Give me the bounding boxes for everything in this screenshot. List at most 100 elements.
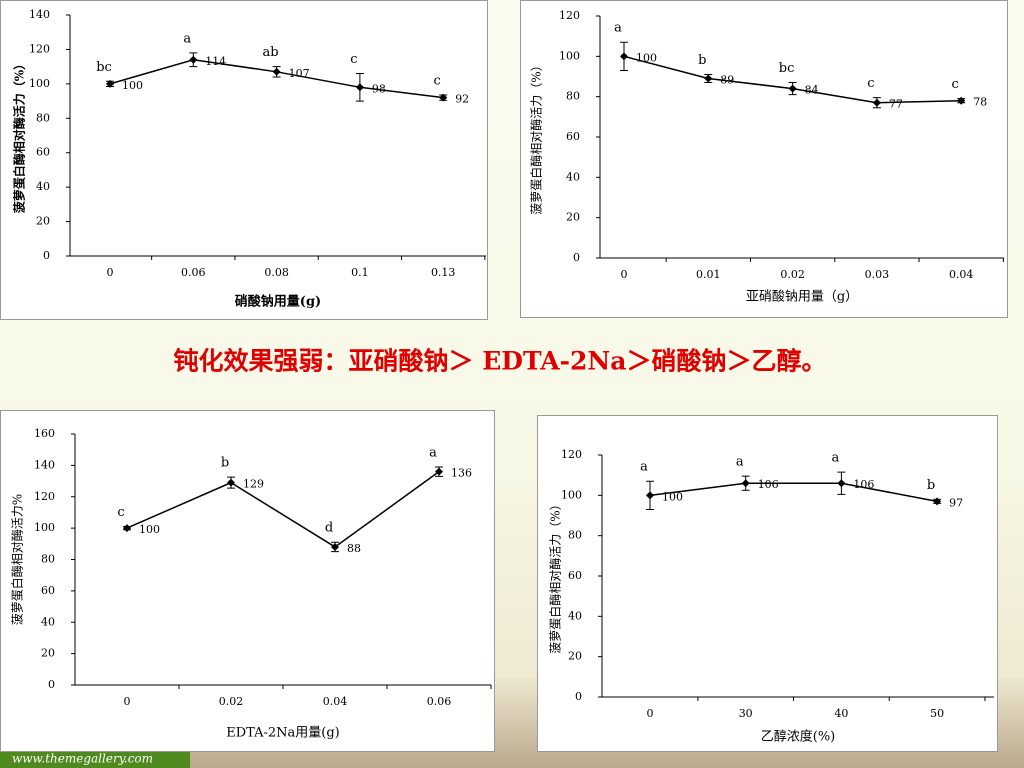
y-tick-label: 160 xyxy=(34,427,55,440)
significance-letter: bc xyxy=(779,61,795,76)
x-axis-label: 乙醇浓度(%) xyxy=(761,729,836,745)
significance-letter: ab xyxy=(263,45,279,60)
data-label: 106 xyxy=(758,478,779,491)
chart-frame xyxy=(537,415,998,752)
data-label: 100 xyxy=(122,79,143,92)
data-label: 114 xyxy=(205,55,226,68)
y-tick-label: 140 xyxy=(34,458,55,471)
data-label: 98 xyxy=(372,82,386,95)
data-label: 100 xyxy=(636,51,657,64)
significance-letter: b xyxy=(927,478,935,493)
y-tick-label: 100 xyxy=(561,488,582,501)
significance-letter: c xyxy=(867,76,874,91)
data-label: 77 xyxy=(889,98,903,111)
x-tick-label: 40 xyxy=(834,707,848,720)
significance-letter: a xyxy=(614,21,622,36)
x-tick-label: 0 xyxy=(621,268,628,281)
significance-letter: a xyxy=(832,451,840,466)
chart-frame xyxy=(0,0,488,320)
significance-letter: a xyxy=(183,31,191,46)
data-label: 136 xyxy=(451,467,472,480)
significance-letter: d xyxy=(325,521,333,536)
data-label: 78 xyxy=(973,96,987,109)
data-label: 89 xyxy=(720,74,734,87)
data-point xyxy=(189,55,198,64)
data-point xyxy=(788,84,797,93)
data-label: 107 xyxy=(289,67,310,80)
y-tick-label: 120 xyxy=(29,42,50,55)
y-tick-label: 20 xyxy=(566,211,580,224)
y-tick-label: 20 xyxy=(568,650,582,663)
y-tick-label: 40 xyxy=(566,170,580,183)
data-label: 92 xyxy=(455,93,469,106)
x-axis-label: 硝酸钠用量(g) xyxy=(235,294,321,310)
data-point xyxy=(106,79,114,88)
significance-letter: c xyxy=(952,77,959,92)
y-tick-label: 140 xyxy=(29,8,50,21)
significance-letter: a xyxy=(640,460,648,475)
y-tick-label: 40 xyxy=(36,180,50,193)
y-tick-label: 60 xyxy=(566,130,580,143)
y-tick-label: 120 xyxy=(559,9,580,22)
y-tick-label: 100 xyxy=(34,521,55,534)
significance-letter: bc xyxy=(96,60,112,75)
data-point xyxy=(957,96,966,105)
chart-frame xyxy=(520,0,1008,318)
data-point xyxy=(435,467,443,476)
x-tick-label: 0.08 xyxy=(264,266,289,279)
significance-letter: c xyxy=(434,74,441,89)
data-label: 88 xyxy=(347,542,361,555)
significance-letter: b xyxy=(698,53,706,68)
x-tick-label: 0.1 xyxy=(351,266,369,279)
significance-letter: c xyxy=(117,505,124,520)
data-label: 97 xyxy=(949,496,963,509)
y-tick-label: 80 xyxy=(36,111,50,124)
data-label: 100 xyxy=(662,490,683,503)
y-tick-label: 60 xyxy=(36,146,50,159)
x-tick-label: 0.04 xyxy=(949,268,974,281)
data-point xyxy=(933,497,942,506)
significance-letter: c xyxy=(350,52,357,67)
y-tick-label: 120 xyxy=(561,448,582,461)
chart-frame xyxy=(0,410,495,752)
x-tick-label: 0.04 xyxy=(323,695,348,708)
x-tick-label: 50 xyxy=(930,707,944,720)
x-tick-label: 0 xyxy=(124,695,131,708)
y-tick-label: 100 xyxy=(559,49,580,62)
data-point xyxy=(704,74,713,83)
y-tick-label: 80 xyxy=(568,529,582,542)
data-point xyxy=(355,83,364,92)
y-tick-label: 100 xyxy=(29,77,50,90)
y-tick-label: 0 xyxy=(48,678,55,691)
y-tick-label: 60 xyxy=(41,584,55,597)
data-label: 84 xyxy=(805,84,819,97)
data-point xyxy=(439,93,448,102)
significance-letter: a xyxy=(429,445,437,460)
y-axis-label: 菠萝蛋白酶相对酶活力（%） xyxy=(12,58,27,213)
data-line xyxy=(126,471,440,548)
data-point xyxy=(837,479,846,488)
x-tick-label: 0 xyxy=(647,707,654,720)
y-axis-label: 菠萝蛋白酶相对酶活力（%） xyxy=(529,59,544,214)
y-tick-label: 120 xyxy=(34,490,55,503)
data-point xyxy=(872,98,881,107)
y-tick-label: 0 xyxy=(575,690,582,703)
x-tick-label: 0.06 xyxy=(427,695,452,708)
data-point xyxy=(620,52,628,61)
y-tick-label: 80 xyxy=(566,90,580,103)
y-tick-label: 20 xyxy=(36,215,50,228)
data-label: 100 xyxy=(139,523,160,536)
data-point xyxy=(741,479,750,488)
significance-letter: a xyxy=(736,455,744,470)
y-tick-label: 0 xyxy=(573,251,580,264)
x-axis-label: 亚硝酸钠用量（g） xyxy=(746,290,858,305)
y-tick-label: 0 xyxy=(43,249,50,262)
x-tick-label: 0.02 xyxy=(780,268,805,281)
data-label: 129 xyxy=(243,478,264,491)
footer-url: www.themegallery.com xyxy=(12,752,153,766)
x-tick-label: 0.03 xyxy=(865,268,890,281)
y-axis-label: 菠萝蛋白酶相对酶活力（%） xyxy=(548,498,563,653)
x-tick-label: 0.02 xyxy=(219,695,244,708)
x-tick-label: 30 xyxy=(739,707,753,720)
x-tick-label: 0 xyxy=(107,266,114,279)
